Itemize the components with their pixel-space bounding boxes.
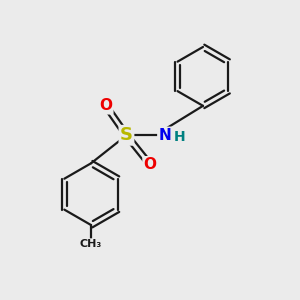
Text: O: O — [99, 98, 112, 113]
Text: CH₃: CH₃ — [80, 239, 102, 249]
Text: S: S — [120, 126, 133, 144]
Text: N: N — [158, 128, 171, 143]
Text: O: O — [143, 157, 157, 172]
Text: H: H — [174, 130, 185, 144]
